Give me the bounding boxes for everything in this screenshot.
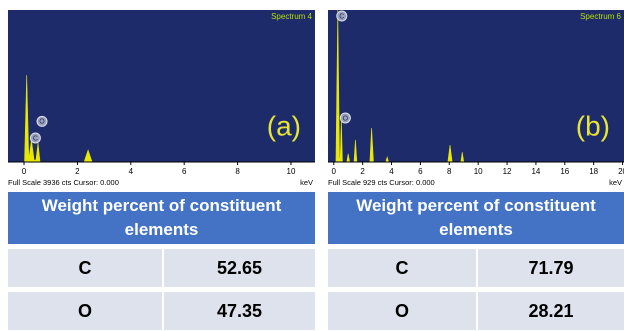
footer: Full Scale 929 cts Cursor: 0.000 (328, 178, 435, 187)
table-cell: 28.21 (478, 292, 624, 330)
spectrum-title: Spectrum 6 (580, 12, 621, 21)
x-tick-label: 0 (332, 167, 337, 176)
plot-background (8, 10, 315, 162)
spectra: Spectrum 4 (a) C O 0 2 4 6 8 10 Full Scale 3936 ct… (8, 9, 624, 187)
peak-label: O (39, 119, 45, 126)
peak-marker (336, 10, 348, 22)
x-tick-label: 2 (75, 167, 80, 176)
table-cell: 52.65 (164, 249, 315, 287)
peak-marker (339, 112, 351, 124)
x-tick-label: 4 (129, 167, 134, 176)
spectrum-area (8, 75, 315, 163)
table-cell: O (8, 292, 162, 330)
peak-marker (36, 115, 48, 127)
x-tick-label: 4 (389, 167, 394, 176)
table-header: Weight percent of constituent elements (328, 192, 624, 244)
x-tick-label: 0 (22, 167, 27, 176)
footer: Full Scale 3936 cts Cursor: 0.000 (8, 178, 119, 187)
x-tick-label: 8 (447, 167, 452, 176)
table-cell: 71.79 (478, 249, 624, 287)
x-axis-label: keV (300, 178, 313, 187)
peak-label: C (33, 135, 38, 142)
peak-marker (29, 132, 41, 144)
x-tick-label: 8 (235, 167, 240, 176)
x-axis-label: keV (609, 178, 622, 187)
spectrum-title: Spectrum 4 (271, 12, 312, 21)
x-tick-label: 6 (418, 167, 423, 176)
table-cell: 47.35 (164, 292, 315, 330)
x-tick-label: 20 (618, 167, 624, 176)
x-tick-label: 18 (589, 167, 598, 176)
x-tick-label: 14 (531, 167, 540, 176)
x-tick-label: 10 (474, 167, 483, 176)
table-cell: C (8, 249, 162, 287)
peak-label: C (339, 13, 344, 20)
x-tick-label: 2 (360, 167, 365, 176)
table-cell: O (328, 292, 476, 330)
peak-label: O (343, 115, 349, 122)
table-header: Weight percent of constituent elements (8, 192, 315, 244)
x-tick-label: 12 (503, 167, 512, 176)
panel-label: (b) (576, 110, 610, 141)
x-tick-label: 6 (182, 167, 187, 176)
plot-background (328, 10, 624, 162)
table-cell: C (328, 249, 476, 287)
x-tick-label: 16 (560, 167, 569, 176)
panel-label: (a) (267, 110, 301, 141)
x-tick-label: 10 (287, 167, 296, 176)
